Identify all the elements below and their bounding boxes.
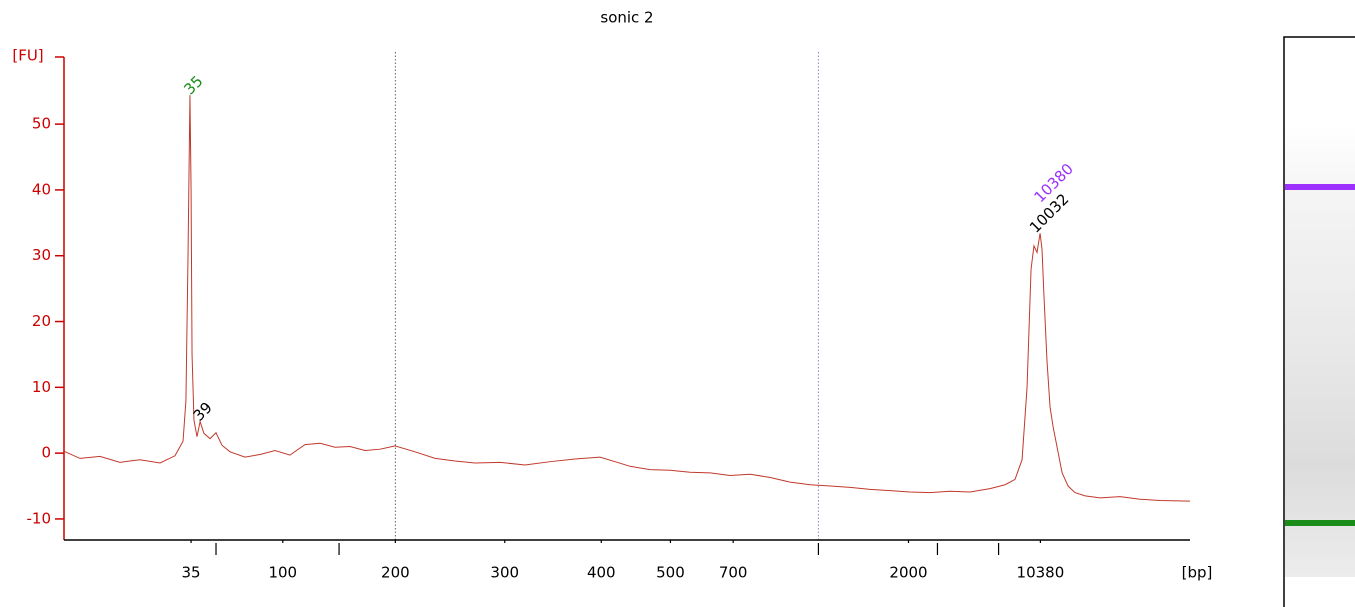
x-tick-label: 500 bbox=[656, 564, 685, 582]
y-tick-label: 0 bbox=[41, 444, 51, 462]
x-tick-label: 10380 bbox=[1017, 564, 1065, 582]
x-tick-label: 300 bbox=[490, 564, 519, 582]
peak-label: 35 bbox=[180, 72, 206, 98]
gel-band-lower bbox=[1285, 520, 1355, 526]
gel-band-upper bbox=[1285, 184, 1355, 190]
x-tick-label: 700 bbox=[719, 564, 748, 582]
x-tick-label: 2000 bbox=[889, 564, 927, 582]
x-axis-label: [bp] bbox=[1182, 564, 1213, 582]
x-tick-label: 400 bbox=[587, 564, 616, 582]
trace bbox=[63, 95, 1191, 502]
x-tick-label: 200 bbox=[381, 564, 410, 582]
y-tick-label: -10 bbox=[27, 509, 52, 527]
gel-lane bbox=[1283, 36, 1355, 607]
chart-title: sonic 2 bbox=[600, 9, 653, 27]
y-axis-label: [FU] bbox=[12, 47, 43, 65]
x-tick-label: 100 bbox=[268, 564, 297, 582]
y-tick-label: 40 bbox=[32, 180, 51, 198]
y-tick-label: 10 bbox=[32, 378, 51, 396]
x-tick-label: 35 bbox=[182, 564, 201, 582]
y-tick-label: 20 bbox=[32, 312, 51, 330]
y-tick-label: 50 bbox=[32, 115, 51, 133]
gel-body bbox=[1285, 127, 1355, 577]
y-tick-label: 30 bbox=[32, 246, 51, 264]
